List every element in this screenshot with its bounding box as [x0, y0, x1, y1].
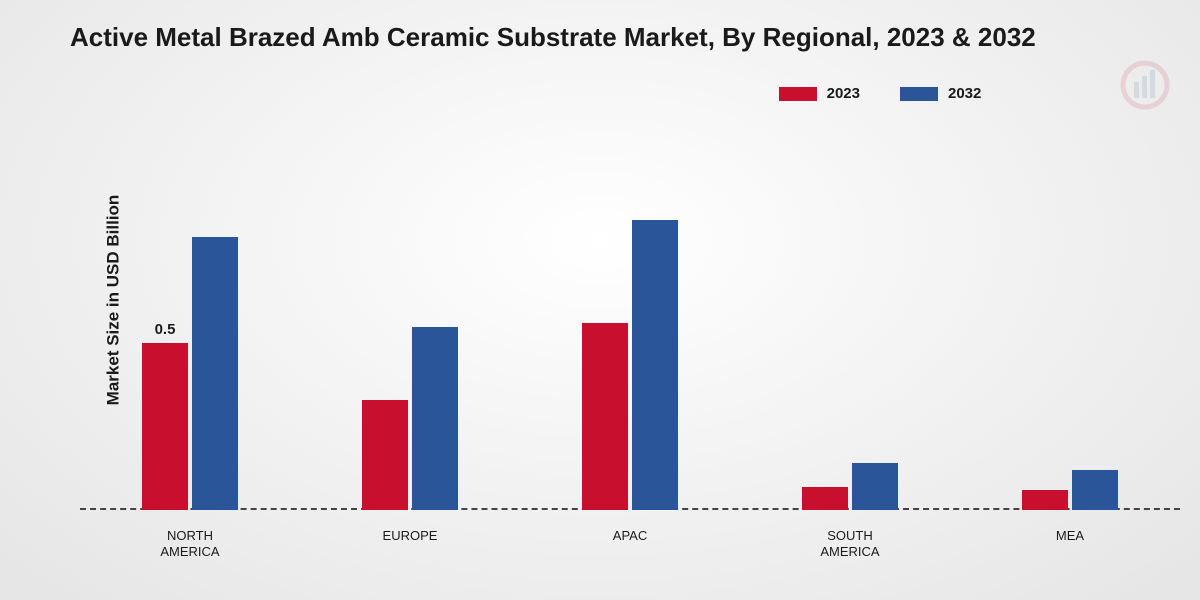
bar-2023 — [362, 400, 408, 510]
legend-item-2023: 2023 — [779, 85, 860, 102]
bar-2032 — [1072, 470, 1118, 510]
bar-groups: 0.5 — [80, 160, 1180, 510]
legend: 2023 2032 — [0, 85, 1200, 102]
legend-label-2023: 2023 — [827, 85, 860, 102]
bar-2023 — [1022, 490, 1068, 510]
legend-label-2032: 2032 — [948, 85, 981, 102]
plot-area: 0.5 — [80, 160, 1180, 510]
bar-2032 — [852, 463, 898, 510]
bar-value-label: 0.5 — [155, 321, 176, 338]
x-axis-category-label: SOUTHAMERICA — [740, 528, 960, 561]
legend-swatch-2032 — [900, 87, 938, 101]
x-axis-category-label: APAC — [520, 528, 740, 561]
chart-title: Active Metal Brazed Amb Ceramic Substrat… — [70, 22, 1200, 53]
legend-swatch-2023 — [779, 87, 817, 101]
bar-group — [960, 160, 1180, 510]
x-axis-category-label: EUROPE — [300, 528, 520, 561]
bar-2032 — [412, 327, 458, 510]
bar-2023 — [582, 323, 628, 510]
x-axis-category-label: NORTHAMERICA — [80, 528, 300, 561]
legend-item-2032: 2032 — [900, 85, 981, 102]
bar-2023: 0.5 — [142, 343, 188, 510]
bar-group: 0.5 — [80, 160, 300, 510]
x-axis-labels: NORTHAMERICAEUROPEAPACSOUTHAMERICAMEA — [80, 528, 1180, 561]
bar-group — [740, 160, 960, 510]
bar-2023 — [802, 487, 848, 510]
bar-2032 — [632, 220, 678, 510]
x-axis-category-label: MEA — [960, 528, 1180, 561]
bar-group — [300, 160, 520, 510]
bar-2032 — [192, 237, 238, 510]
bar-group — [520, 160, 740, 510]
